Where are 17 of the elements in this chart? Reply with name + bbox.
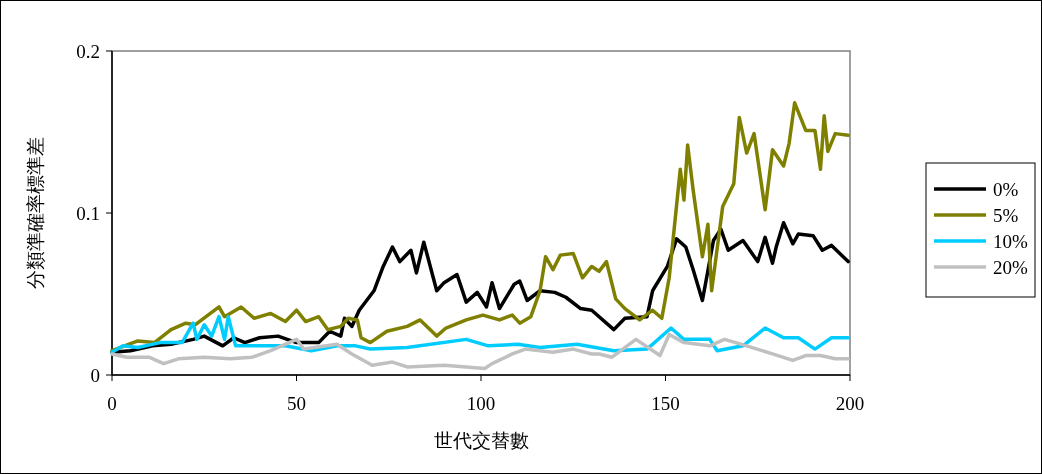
y-tick-label: 0 [90, 364, 100, 386]
x-axis-title: 世代交替數 [433, 429, 529, 451]
legend-label: 5% [993, 204, 1019, 226]
y-tick-label: 0.2 [76, 40, 100, 62]
y-tick-label: 0.1 [76, 202, 100, 224]
line-series [110, 101, 850, 353]
x-tick-label: 0 [107, 393, 117, 414]
x-tick-label: 100 [466, 393, 496, 414]
legend-label: 20% [993, 256, 1028, 278]
y-axis-title: 分類準確率標準差 [24, 137, 46, 289]
line-series [110, 314, 850, 355]
legend-label: 10% [993, 230, 1028, 252]
x-tick-label: 200 [835, 393, 865, 414]
line-series [110, 332, 850, 371]
legend-label: 0% [993, 178, 1019, 200]
x-tick-label: 50 [287, 393, 306, 414]
x-tick-label: 150 [651, 393, 680, 414]
